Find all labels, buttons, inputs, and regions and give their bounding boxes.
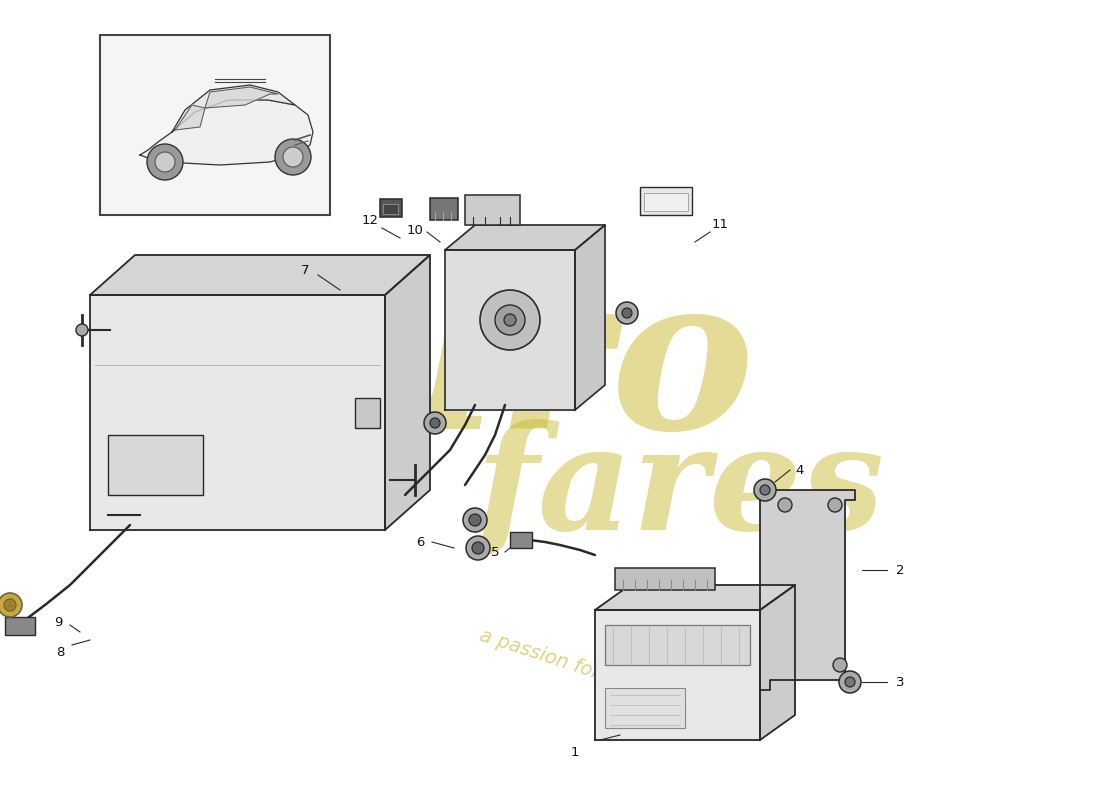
Polygon shape [140, 100, 314, 165]
Circle shape [845, 677, 855, 687]
Circle shape [616, 302, 638, 324]
Text: euro: euro [205, 266, 756, 474]
Text: 4: 4 [795, 463, 804, 477]
Circle shape [463, 508, 487, 532]
Polygon shape [205, 87, 278, 108]
Text: 2: 2 [895, 563, 904, 577]
Circle shape [621, 308, 632, 318]
Polygon shape [575, 225, 605, 410]
Circle shape [147, 144, 183, 180]
Polygon shape [90, 295, 385, 530]
Circle shape [0, 593, 22, 617]
Circle shape [480, 290, 540, 350]
Bar [430, 198, 458, 220]
Bar [355, 398, 380, 428]
Bar [605, 625, 750, 665]
Circle shape [283, 147, 302, 167]
Polygon shape [385, 255, 430, 530]
Bar [605, 688, 685, 728]
Text: 6: 6 [416, 535, 425, 549]
Text: 1: 1 [571, 746, 580, 758]
Circle shape [828, 498, 842, 512]
Circle shape [466, 536, 490, 560]
Circle shape [504, 314, 516, 326]
Polygon shape [446, 250, 575, 410]
Polygon shape [595, 610, 760, 740]
Text: 11: 11 [712, 218, 728, 231]
Polygon shape [175, 105, 205, 130]
Polygon shape [90, 255, 430, 295]
Polygon shape [595, 585, 795, 610]
Circle shape [424, 412, 446, 434]
Bar [640, 187, 692, 215]
Text: 12: 12 [362, 214, 378, 226]
Text: 9: 9 [54, 615, 63, 629]
Bar [383, 204, 398, 214]
Polygon shape [760, 490, 855, 690]
Circle shape [430, 418, 440, 428]
Text: 3: 3 [895, 675, 904, 689]
Text: 5: 5 [491, 546, 499, 558]
Text: 7: 7 [300, 263, 309, 277]
Polygon shape [172, 85, 295, 132]
Polygon shape [446, 225, 605, 250]
Bar [465, 195, 520, 225]
Text: 10: 10 [407, 223, 424, 237]
Circle shape [495, 305, 525, 335]
Text: 8: 8 [56, 646, 64, 658]
Bar [510, 532, 532, 548]
Bar [644, 193, 688, 211]
Text: a passion for parts since 1985: a passion for parts since 1985 [477, 626, 763, 734]
Bar [615, 568, 715, 590]
Circle shape [778, 498, 792, 512]
Circle shape [76, 324, 88, 336]
Circle shape [275, 139, 311, 175]
Circle shape [155, 152, 175, 172]
Polygon shape [760, 585, 795, 740]
Circle shape [472, 542, 484, 554]
Circle shape [760, 485, 770, 495]
Text: fares: fares [475, 419, 884, 561]
Bar [108, 435, 204, 495]
Circle shape [754, 479, 776, 501]
Circle shape [839, 671, 861, 693]
Circle shape [833, 658, 847, 672]
Circle shape [469, 514, 481, 526]
Bar [6, 617, 35, 635]
Bar [100, 35, 330, 215]
Bar [379, 199, 401, 217]
Circle shape [4, 599, 16, 611]
